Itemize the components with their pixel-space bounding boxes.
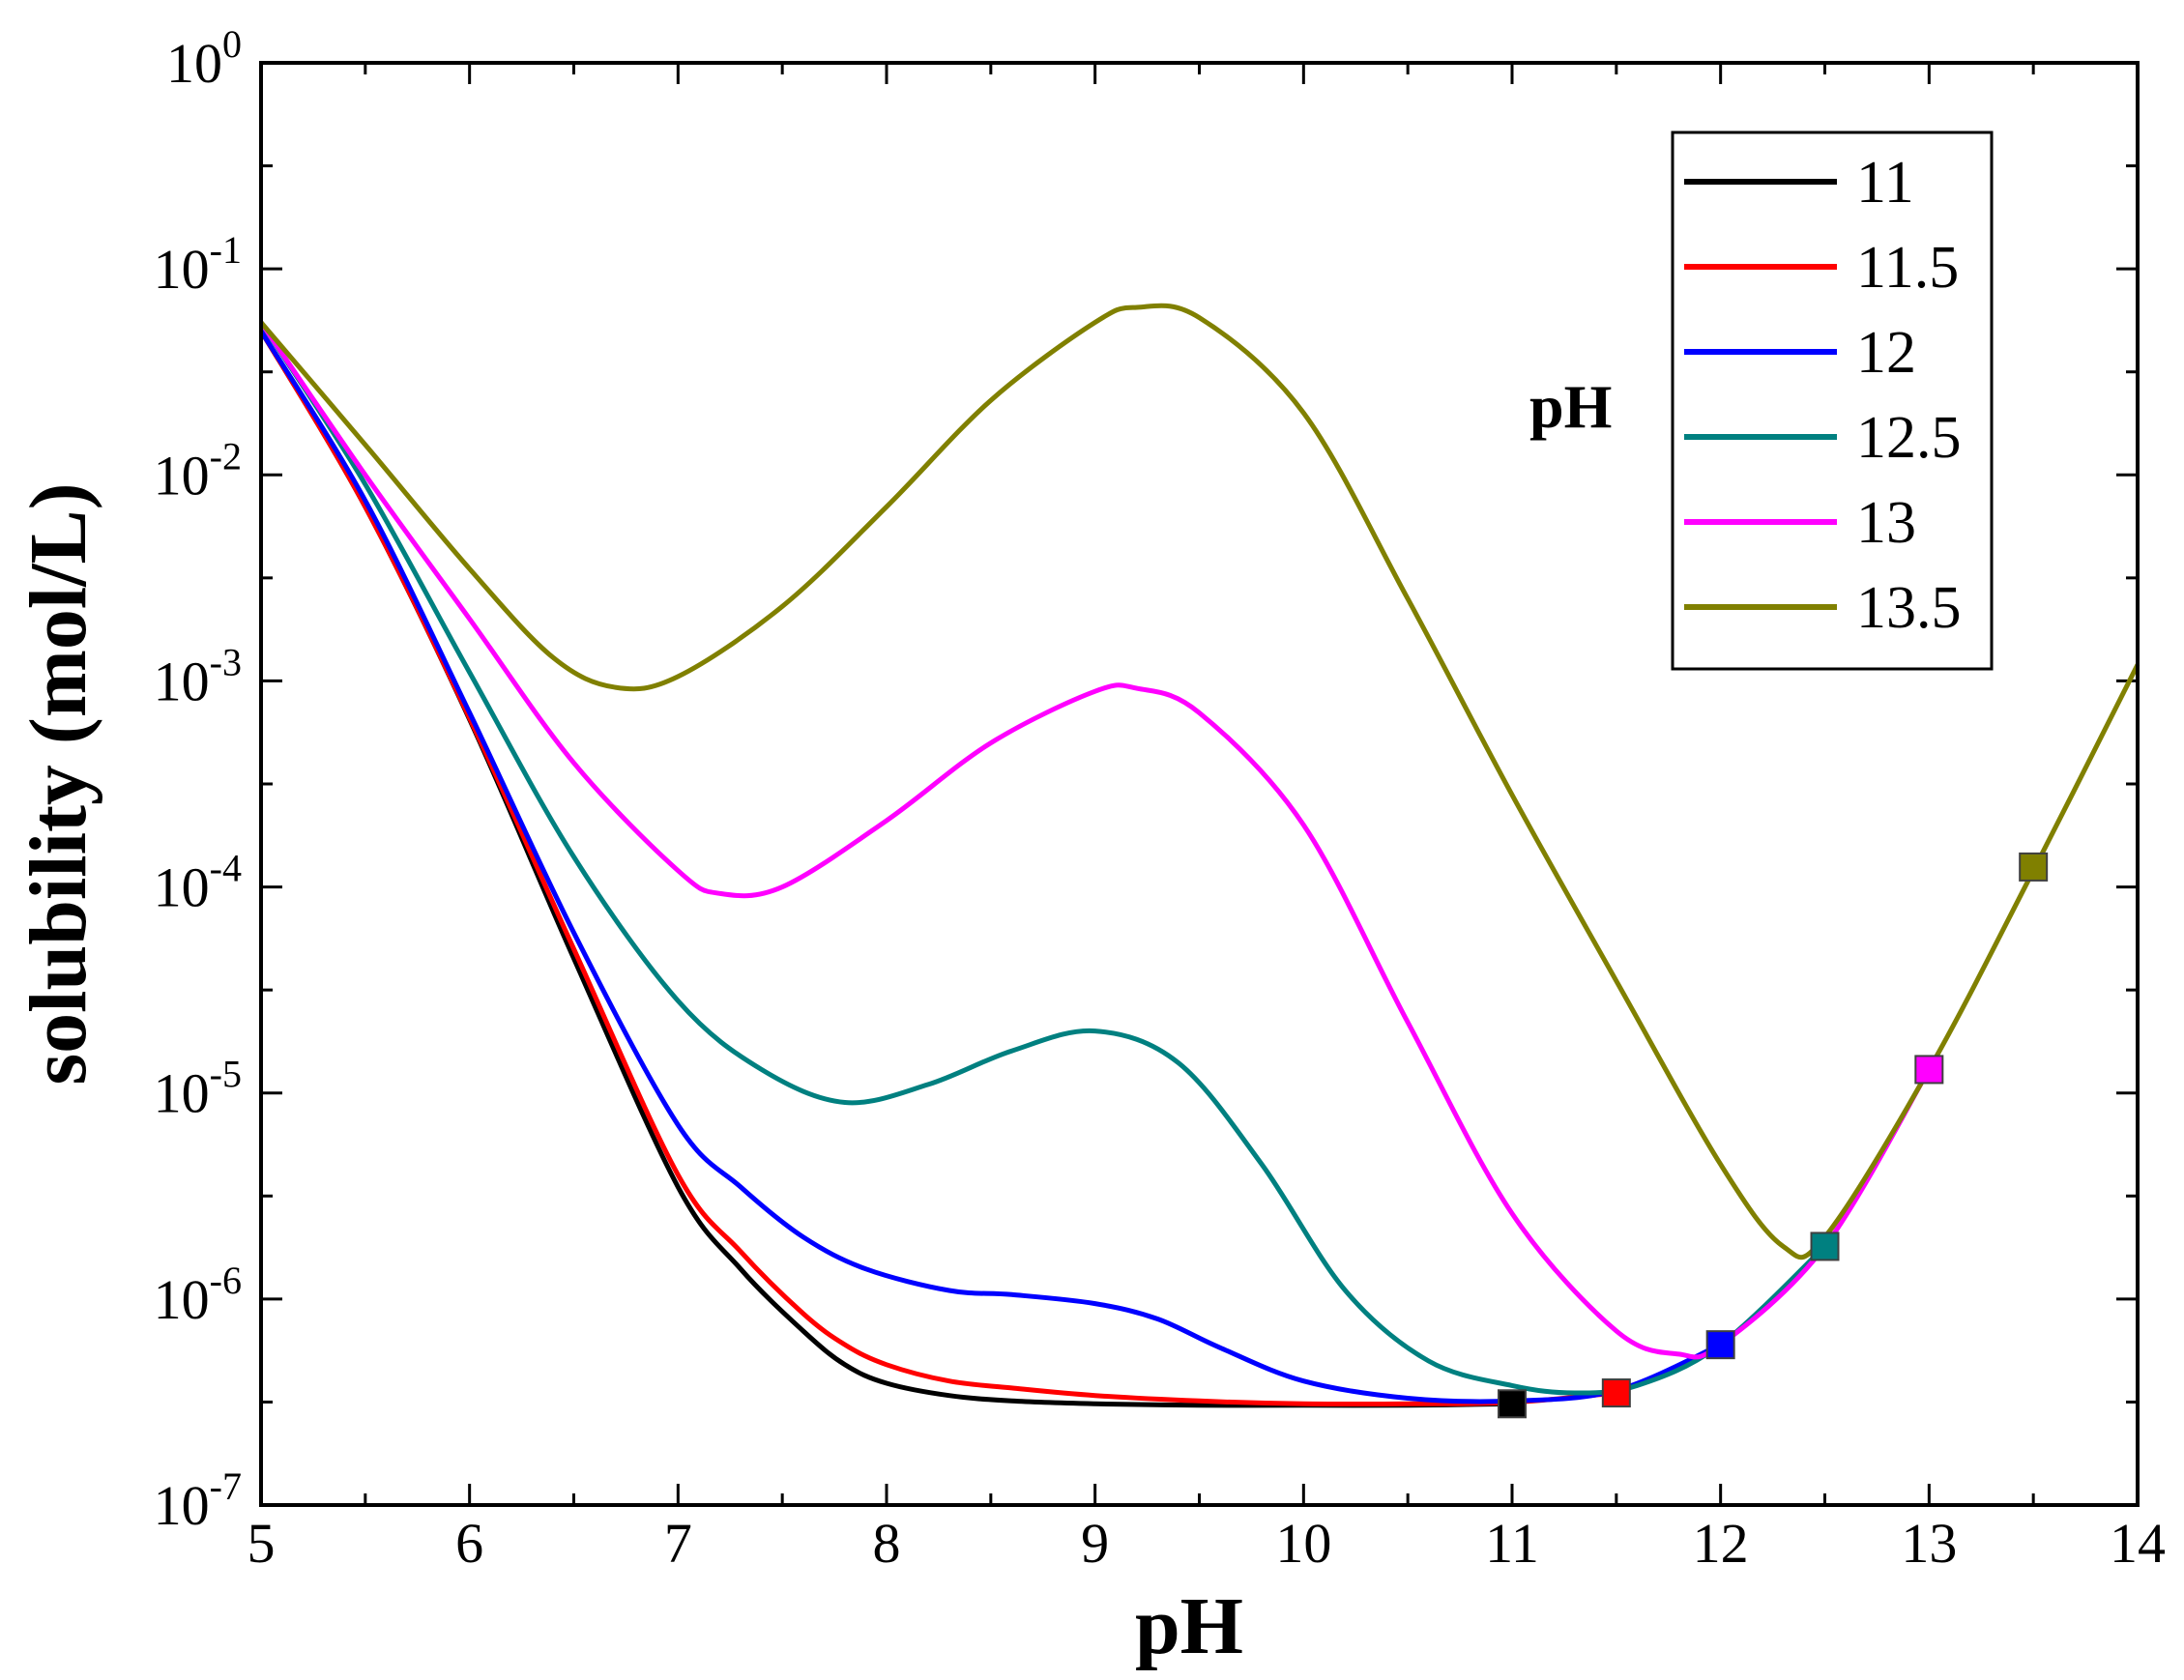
y-tick-labels: 100 10-1 10-2 10-3 10-4 10-5 10-6 10-7 [154,22,242,1537]
legend-label-12: 12 [1856,320,1916,386]
x-tick-label: 11 [1485,1512,1539,1575]
series-marker-13 [1914,1055,1944,1085]
series-line-13 [258,321,1932,1360]
series-lines [258,303,2140,1408]
series-line-12 [258,329,1722,1405]
y-tick-label: 10-7 [154,1464,242,1537]
y-tick-label: 10-1 [154,228,242,301]
series-line-13-5 [259,303,2140,1260]
y-tick-label: 10-5 [154,1053,242,1125]
legend-label-13: 13 [1856,490,1916,556]
x-tick-label: 14 [2110,1512,2166,1575]
series-marker-11-5 [1601,1378,1631,1408]
x-tick-labels: 5 6 7 8 9 10 11 12 13 14 [248,1512,2167,1575]
y-tick-label: 10-2 [154,434,242,507]
x-tick-label: 8 [873,1512,901,1575]
series-line-12-5 [258,321,1827,1396]
x-tick-label: 10 [1275,1512,1331,1575]
legend-box [1671,130,1994,671]
y-tick-label: 100 [166,22,242,95]
y-axis-title: solubility (mol/L) [14,482,103,1085]
legend-label-12-5: 12.5 [1856,405,1962,471]
x-tick-label: 6 [455,1512,483,1575]
legend-title: pH [1529,372,1612,441]
series-marker-12 [1705,1330,1735,1360]
x-tick-label: 12 [1693,1512,1749,1575]
plot-frame [259,61,2140,1507]
legend-label-11-5: 11.5 [1856,235,1959,301]
legend-label-13-5: 13.5 [1856,575,1962,641]
legend: 11 11.5 12 12.5 13 13.5 [1671,130,1994,671]
x-tick-label: 13 [1901,1512,1957,1575]
series-marker-12-5 [1810,1231,1840,1261]
x-tick-label: 7 [664,1512,692,1575]
y-tick-label: 10-4 [154,847,242,919]
series-marker-11 [1498,1389,1527,1419]
legend-label-11: 11 [1856,150,1914,216]
x-tick-label: 5 [248,1512,276,1575]
x-axis-title: pH [1135,1581,1243,1671]
series-markers [1498,852,2049,1419]
series-marker-13-5 [2019,852,2049,882]
x-tick-label: 9 [1081,1512,1109,1575]
y-tick-label: 10-3 [154,640,242,712]
y-tick-label: 10-6 [154,1259,242,1331]
